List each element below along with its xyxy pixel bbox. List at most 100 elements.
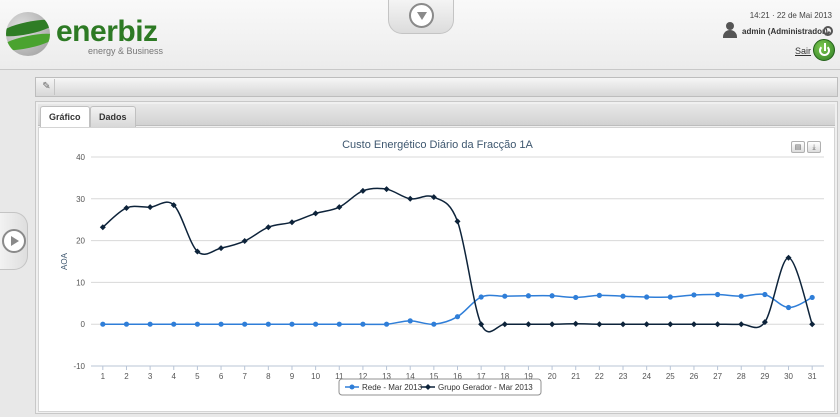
power-icon[interactable] (813, 39, 835, 61)
tab-dados[interactable]: Dados (90, 106, 136, 127)
tab-grafico[interactable]: Gráfico (40, 106, 90, 128)
data-point (644, 294, 650, 300)
print-icon[interactable]: ▤ (791, 141, 805, 153)
data-point (785, 254, 792, 261)
expand-sidebar-icon[interactable] (2, 229, 26, 253)
y-tick-label: 20 (76, 237, 85, 246)
panel-toolbar: ✎ (35, 77, 838, 97)
x-tick-label: 2 (124, 372, 129, 381)
x-tick-label: 10 (311, 372, 320, 381)
data-point (359, 187, 366, 194)
data-point (809, 294, 815, 301)
y-tick-label: 10 (76, 278, 85, 287)
download-icon[interactable]: ⤓ (807, 141, 821, 153)
pin-icon[interactable]: ✎ (39, 79, 55, 95)
y-tick-label: 40 (76, 153, 85, 162)
key-icon[interactable] (823, 26, 833, 36)
data-point (242, 321, 248, 327)
data-point (596, 292, 602, 298)
data-point (761, 319, 768, 326)
legend-marker (425, 384, 431, 390)
x-tick-label: 17 (477, 372, 486, 381)
data-point (478, 294, 484, 300)
x-tick-label: 9 (290, 372, 295, 381)
data-point (572, 320, 579, 327)
x-tick-label: 19 (524, 372, 533, 381)
data-point (667, 321, 674, 328)
x-tick-label: 21 (571, 372, 580, 381)
app-header: enerbiz energy & Business 14:21 · 22 de … (0, 0, 840, 70)
data-point (549, 293, 555, 299)
x-tick-label: 5 (195, 372, 200, 381)
data-point (407, 195, 414, 202)
data-point (313, 321, 319, 327)
x-tick-label: 14 (406, 372, 415, 381)
data-point (738, 321, 745, 328)
data-point (691, 292, 697, 298)
x-tick-label: 8 (266, 372, 271, 381)
data-point (289, 321, 295, 327)
data-point (667, 294, 673, 300)
data-point (383, 321, 390, 327)
logo-text: enerbiz (56, 15, 158, 48)
data-point (288, 219, 295, 226)
header-collapse-tab[interactable] (388, 0, 454, 34)
data-point (573, 294, 579, 301)
x-tick-label: 15 (429, 372, 438, 381)
y-tick-label: 30 (76, 195, 85, 204)
y-axis-label: AOA (60, 252, 69, 270)
data-point (265, 321, 271, 327)
data-point (525, 321, 532, 328)
x-tick-label: 31 (808, 372, 817, 381)
y-tick-label: -10 (73, 362, 85, 371)
data-point (525, 293, 532, 299)
data-point (99, 224, 106, 231)
data-point (502, 293, 508, 299)
report-panel: Gráfico Dados Custo Energético Diário da… (35, 101, 838, 414)
data-point (336, 204, 343, 211)
data-point (123, 204, 130, 211)
data-point (454, 314, 461, 320)
data-point (430, 194, 437, 201)
x-tick-label: 24 (642, 372, 651, 381)
x-tick-label: 20 (548, 372, 557, 381)
data-point (738, 293, 744, 299)
data-point (596, 321, 603, 328)
data-point (785, 304, 792, 311)
data-point (194, 321, 201, 327)
user-name: admin (Administrador) (742, 27, 828, 36)
chart-title: Custo Energético Diário da Fracção 1A (342, 139, 533, 151)
x-tick-label: 25 (666, 372, 675, 381)
data-point (478, 321, 485, 328)
data-point (454, 218, 461, 225)
data-point (194, 248, 201, 255)
logout-link[interactable]: Sair (795, 46, 812, 56)
data-point (100, 321, 106, 327)
data-point (809, 321, 816, 328)
data-point (431, 321, 437, 327)
side-expand-tab[interactable] (0, 212, 28, 270)
data-point (620, 321, 627, 328)
logo-icon (6, 12, 50, 56)
data-point (407, 318, 413, 324)
x-tick-label: 30 (784, 372, 793, 381)
x-tick-label: 27 (713, 372, 722, 381)
x-tick-label: 12 (358, 372, 367, 381)
collapse-header-icon[interactable] (409, 3, 434, 28)
x-tick-label: 1 (101, 372, 106, 381)
data-point (218, 245, 225, 252)
legend-label: Grupo Gerador - Mar 2013 (438, 383, 533, 392)
data-point (171, 321, 177, 327)
data-point (714, 291, 721, 298)
x-tick-label: 6 (219, 372, 224, 381)
legend-marker (349, 384, 355, 390)
x-tick-label: 26 (689, 372, 698, 381)
data-point (265, 224, 272, 231)
x-tick-label: 3 (148, 372, 153, 381)
data-point (643, 321, 650, 328)
x-tick-label: 11 (335, 372, 344, 381)
data-point (762, 291, 768, 298)
x-tick-label: 28 (737, 372, 746, 381)
tab-bar: Gráfico Dados (38, 104, 835, 128)
